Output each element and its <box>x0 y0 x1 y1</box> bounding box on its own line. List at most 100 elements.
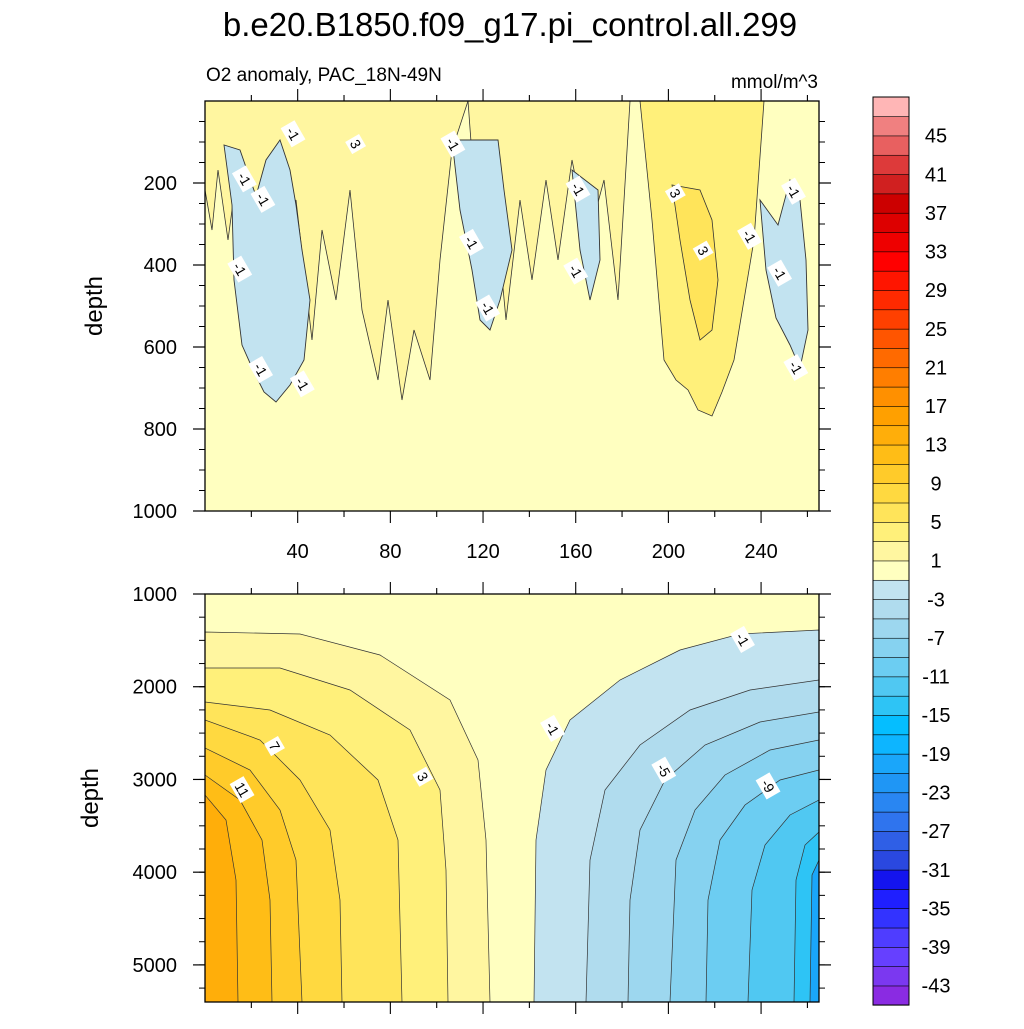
colorbar-frame <box>872 96 910 1006</box>
x-tick-label: 240 <box>744 541 777 563</box>
contour-label-bg <box>783 353 809 382</box>
colorbar-swatch <box>872 309 910 330</box>
upper-contour-labels: -1-1-1-1-1-13 -1-1-1-1-133-1-1-1-1 <box>227 120 809 398</box>
y-tick-label: 200 <box>144 173 177 195</box>
contour-label: -1 <box>280 120 306 148</box>
y-tick-label: 5000 <box>133 955 178 977</box>
colorbar-swatch <box>872 850 910 871</box>
contour-label-bg <box>231 165 257 193</box>
colorbar-swatch <box>872 502 910 523</box>
colorbar-swatch <box>872 193 910 214</box>
contour-label-bg <box>565 175 591 203</box>
colorbar-label: -31 <box>922 860 951 882</box>
colorbar-label: -23 <box>922 782 951 804</box>
colorbar-swatch <box>872 792 910 813</box>
colorbar-label: -11 <box>922 667 949 689</box>
x-tick-label: 200 <box>652 541 685 563</box>
contour-label-bg <box>781 177 806 205</box>
colorbar: -43-39-35-31-27-23-19-15-11-7-3159131721… <box>872 96 951 1006</box>
colorbar-swatch <box>872 888 910 910</box>
colorbar-swatch <box>872 444 910 465</box>
colorbar-label: 37 <box>925 203 947 225</box>
contour-label-bg <box>664 183 686 204</box>
colorbar-label: -15 <box>922 705 951 727</box>
chart-title: b.e20.B1850.f09_g17.pi_control.all.299 <box>223 6 797 43</box>
contour-label: -1 <box>227 255 253 283</box>
colorbar-label: 45 <box>925 126 947 148</box>
colorbar-swatch <box>872 289 910 311</box>
y-tick-label: 2000 <box>133 677 178 699</box>
contour-label: -1 <box>289 370 315 398</box>
lower-panel: 1000 2000 3000 4000 5000 7 11 3 -1 -1 -5 -9 depth <box>77 582 831 1014</box>
colorbar-label: 5 <box>930 512 941 534</box>
contour-label: -1 <box>248 356 274 384</box>
colorbar-swatch <box>872 618 910 639</box>
lower-y-axis-label: depth <box>77 768 104 828</box>
colorbar-label: 17 <box>925 396 947 418</box>
upper-x-ticks: 40 80 120 160 200 240 <box>250 89 808 563</box>
colorbar-swatch <box>872 772 910 794</box>
colorbar-swatch <box>872 154 910 175</box>
contour-label: 3 <box>345 133 367 155</box>
colorbar-swatch <box>872 231 910 253</box>
contour-label: -1 <box>781 177 806 205</box>
colorbar-swatch <box>872 425 910 446</box>
upper-negative-region-left <box>223 139 311 403</box>
colorbar-swatch <box>872 521 910 542</box>
contour-label-text: 11 <box>232 779 253 800</box>
lower-contour-fill-neg15 <box>809 859 819 1002</box>
lower-frame <box>204 593 820 1003</box>
colorbar-swatch <box>872 386 910 407</box>
contour-label: 3 <box>664 183 686 204</box>
y-tick-label: 3000 <box>133 769 178 791</box>
upper-positive-core-right <box>671 184 719 341</box>
contour-label: -1 <box>730 625 755 653</box>
y-tick-label: 1000 <box>133 584 178 606</box>
contour-label-bg <box>345 133 367 155</box>
colorbar-label: 25 <box>925 319 947 341</box>
colorbar-swatch <box>872 811 910 832</box>
contour-label-bg <box>563 257 589 285</box>
colorbar-swatch <box>872 541 910 562</box>
colorbar-swatch <box>872 714 910 736</box>
contour-label: -1 <box>459 228 484 256</box>
colorbar-swatch <box>872 251 910 272</box>
colorbar-swatch <box>872 927 910 948</box>
contour-label-bg <box>767 259 793 287</box>
colorbar-swatch <box>872 212 910 233</box>
contour-label-bg <box>289 370 315 398</box>
contour-label: 3 <box>692 240 714 261</box>
colorbar-label: -19 <box>922 744 951 766</box>
contour-label: -1 <box>737 222 762 250</box>
colorbar-swatch <box>872 676 910 697</box>
contour-label: -1 <box>250 185 276 213</box>
contour-label-bg <box>229 776 255 804</box>
colorbar-swatch <box>872 830 910 852</box>
colorbar-label: -35 <box>922 898 951 920</box>
contour-label-bg <box>692 240 714 261</box>
y-tick-label: 400 <box>144 255 177 277</box>
upper-y-axis-label: depth <box>81 276 108 336</box>
contour-label-bg <box>227 255 253 283</box>
colorbar-swatch <box>872 908 910 929</box>
colorbar-swatch <box>872 116 910 137</box>
lower-y-ticks: 1000 2000 3000 4000 5000 <box>133 584 831 989</box>
colorbar-swatch <box>872 560 910 581</box>
y-tick-label: 600 <box>144 337 177 359</box>
colorbar-swatch <box>872 966 910 987</box>
colorbar-label: 33 <box>925 242 947 264</box>
colorbar-label: -27 <box>922 821 951 843</box>
contour-label-bg <box>280 120 306 148</box>
y-tick-label: 1000 <box>133 501 178 523</box>
colorbar-swatch <box>872 734 910 755</box>
colorbar-swatch <box>872 985 910 1006</box>
colorbar-swatch <box>872 753 910 774</box>
colorbar-swatch <box>872 579 910 600</box>
colorbar-swatch <box>872 637 910 658</box>
colorbar-swatch <box>872 695 910 716</box>
x-tick-label: 40 <box>287 541 309 563</box>
contour-label: -1 <box>767 259 793 287</box>
contour-label: -1 <box>563 257 589 285</box>
colorbar-swatch <box>872 135 910 156</box>
